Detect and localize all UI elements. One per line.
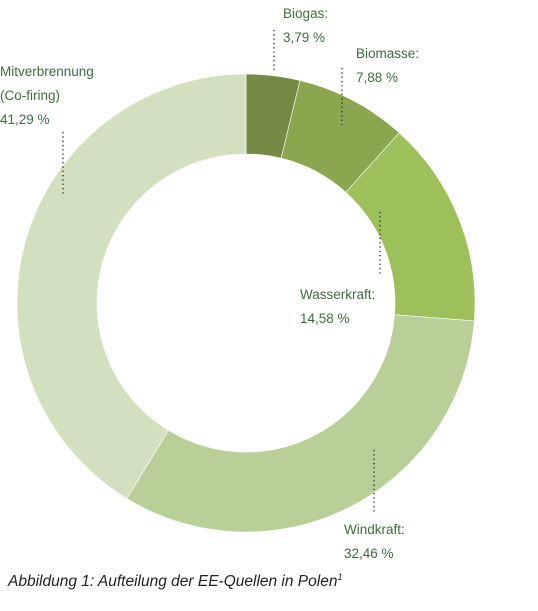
donut-chart: Biogas: 3,79 % Biomasse: 7,88 % Wasserkr…: [0, 2, 476, 566]
caption-footnote-mark: 1: [337, 572, 343, 582]
figure-caption: Abbildung 1: Aufteilung der EE-Quellen i…: [8, 572, 342, 591]
label-biogas: Biogas: 3,79 %: [283, 2, 328, 50]
label-windkraft-value: 32,46 %: [344, 546, 394, 561]
label-biomasse-name: Biomasse:: [356, 46, 420, 61]
caption-text: Abbildung 1: Aufteilung der EE-Quellen i…: [8, 573, 338, 591]
label-biogas-value: 3,79 %: [283, 30, 326, 45]
label-windkraft-name: Windkraft:: [344, 522, 405, 537]
label-mitverbrennung-line1: Mitverbrennung: [0, 64, 94, 79]
slice-mitverbrennung: [16, 73, 247, 499]
slice-windkraft: [126, 314, 475, 533]
label-biomasse: Biomasse: 7,88 %: [356, 42, 419, 90]
label-biomasse-value: 7,88 %: [356, 70, 399, 85]
label-wasserkraft: Wasserkraft: 14,58 %: [300, 283, 375, 331]
label-mitverbrennung: Mitverbrennung (Co-firing) 41,29 %: [0, 60, 94, 132]
label-mitverbrennung-line2: (Co-firing): [0, 88, 61, 103]
donut-chart-svg: [16, 30, 476, 533]
label-wasserkraft-name: Wasserkraft:: [300, 287, 376, 302]
label-biogas-name: Biogas:: [283, 6, 329, 21]
label-wasserkraft-value: 14,58 %: [300, 311, 350, 326]
label-windkraft: Windkraft: 32,46 %: [344, 518, 405, 566]
label-mitverbrennung-value: 41,29 %: [0, 112, 50, 127]
